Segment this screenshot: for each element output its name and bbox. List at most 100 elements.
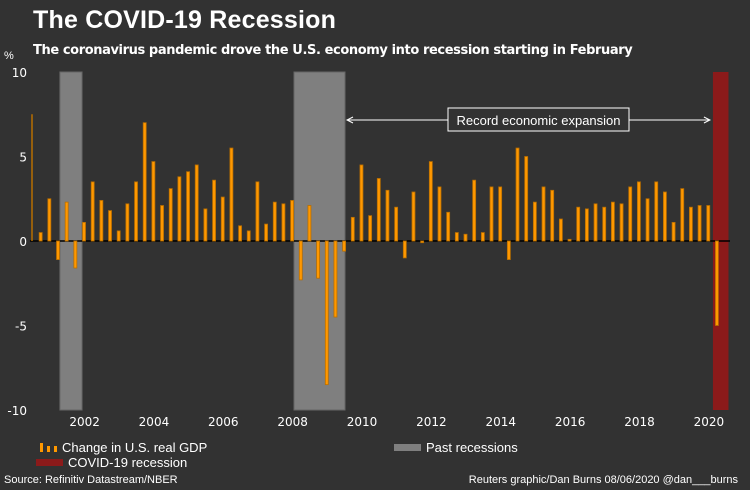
gdp-bar: [229, 147, 234, 242]
gdp-bar: [281, 203, 286, 242]
gdp-bar: [298, 240, 303, 281]
gdp-bar: [342, 240, 347, 252]
gdp-bar: [316, 240, 321, 279]
gdp-bar: [715, 240, 719, 326]
gdp-bar: [108, 210, 112, 242]
gdp-bar: [602, 206, 607, 242]
gdp-bar: [680, 188, 685, 242]
gdp-bar: [99, 200, 104, 242]
gdp-bar: [532, 201, 537, 242]
gdp-bar: [663, 191, 667, 242]
gdp-bar: [177, 176, 182, 242]
gdp-bar: [654, 181, 659, 242]
gdp-bar: [689, 206, 693, 242]
gdp-bar: [697, 205, 702, 242]
annotation-box: [447, 107, 630, 132]
gdp-bar: [385, 189, 390, 242]
gdp-bar: [264, 223, 268, 242]
credit-note: Reuters graphic/Dan Burns 08/06/2020 @da…: [468, 474, 738, 486]
legend-covid: COVID-19 recession: [36, 455, 187, 470]
expansion-annotation: Record economic expansion: [345, 107, 712, 132]
y-tick-label: -5: [15, 320, 27, 334]
gdp-bar: [125, 203, 130, 242]
x-tick-label: 2006: [208, 415, 239, 429]
gdp-bar: [142, 122, 147, 242]
gdp-bar: [402, 240, 407, 259]
gdp-bar: [203, 208, 208, 242]
gdp-bar: [394, 206, 399, 242]
gdp-bar: [220, 196, 225, 242]
gdp-bar: [38, 232, 43, 242]
y-tick-label: 5: [19, 151, 27, 165]
gdp-bar: [31, 114, 33, 241]
x-tick-label: 2010: [347, 415, 378, 429]
gdp-bar: [151, 161, 156, 242]
gdp-bar: [56, 240, 60, 260]
gdp-bar: [64, 201, 69, 242]
x-tick-label: 2004: [139, 415, 170, 429]
gdp-bar: [567, 238, 572, 242]
gdp-bar: [350, 216, 355, 242]
gdp-bar: [376, 178, 381, 242]
gdp-bar: [246, 230, 251, 242]
gdp-bar: [333, 240, 338, 318]
gdp-bar: [134, 181, 138, 242]
gdp-bar: [576, 206, 581, 242]
past-swatch-icon: [394, 444, 421, 451]
gdp-bar: [671, 222, 676, 242]
gdp-bar: [238, 225, 242, 242]
gdp-bar: [359, 164, 364, 242]
gdp-bar: [610, 201, 615, 242]
arrow-left-icon: [345, 116, 354, 124]
x-axis-ticks: 2002 2004 2006 2008 2010 2012 2014 2016 2018 2020: [69, 415, 724, 429]
gdp-bar: [82, 222, 86, 242]
gdp-bar: [480, 232, 485, 242]
x-tick-label: 2012: [416, 415, 447, 429]
gdp-bar: [498, 186, 503, 242]
gdp-bar: [446, 211, 451, 242]
gdp-bar: [619, 203, 624, 242]
x-tick-label: 2002: [69, 415, 100, 429]
gdp-bar: [47, 198, 52, 242]
gdp-bar: [194, 164, 199, 242]
y-tick-label: -10: [7, 404, 27, 418]
gdp-bar: [324, 240, 329, 386]
gdp-bar: [637, 181, 641, 242]
gdp-bar: [255, 181, 260, 242]
gdp-bars: [31, 114, 719, 386]
gdp-bar: [428, 161, 433, 242]
gdp-bar: [463, 233, 468, 242]
y-axis-ticks: 10 5 0 -5 -10: [7, 66, 27, 418]
gdp-bar: [550, 189, 555, 242]
x-tick-label: 2008: [277, 415, 308, 429]
gdp-bar: [160, 205, 164, 242]
gdp-bar: [290, 200, 295, 242]
gdp-bar: [168, 188, 173, 242]
gdp-bar: [584, 208, 589, 242]
arrow-right-icon: [703, 116, 712, 124]
gdp-bar: [368, 215, 373, 242]
legend-past-label: Past recessions: [426, 440, 518, 455]
gdp-bar: [541, 186, 546, 242]
gdp-bar: [186, 171, 190, 242]
gdp-bar: [489, 186, 494, 242]
chart-subtitle: The coronavirus pandemic drove the U.S. …: [33, 43, 633, 58]
x-tick-label: 2018: [624, 415, 655, 429]
gdp-bar: [116, 230, 121, 242]
source-note: Source: Refinitiv Datastream/NBER: [4, 474, 178, 486]
bar-swatch-icon: [40, 443, 57, 452]
x-tick-label: 2016: [555, 415, 586, 429]
legend-gdp: Change in U.S. real GDP: [40, 440, 207, 455]
gdp-bar: [90, 181, 95, 242]
gdp-bar: [272, 201, 277, 242]
x-tick-label: 2020: [694, 415, 725, 429]
covid-swatch-icon: [36, 459, 63, 466]
gdp-bar: [558, 218, 563, 242]
legend-gdp-label: Change in U.S. real GDP: [62, 440, 208, 455]
gdp-bar: [307, 205, 312, 242]
chart-title: The COVID-19 Recession: [33, 6, 337, 34]
legend-covid-label: COVID-19 recession: [68, 455, 188, 470]
gdp-bar: [454, 232, 459, 242]
y-tick-label: 10: [12, 66, 27, 80]
